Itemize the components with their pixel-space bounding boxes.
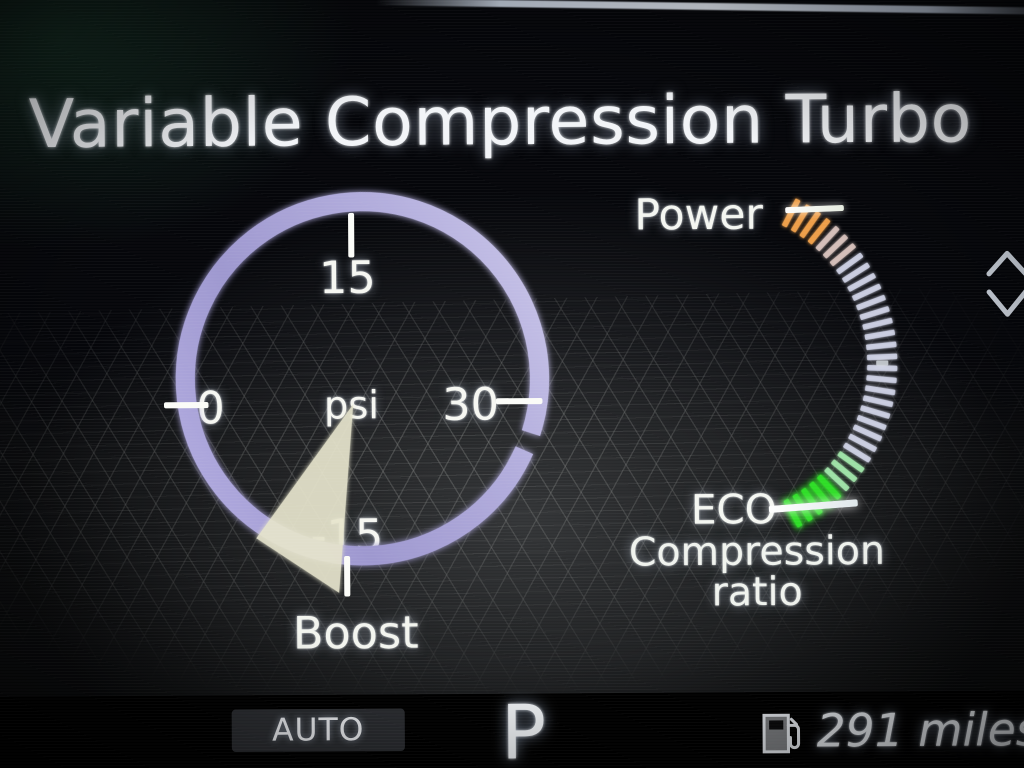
boost-title-label: Boost	[292, 607, 419, 660]
compression-ratio-title: Compression ratio	[620, 528, 894, 616]
compression-segment	[866, 375, 897, 384]
top-trim-divider	[376, 0, 1024, 15]
page-title: Variable Compression Turbo	[28, 79, 973, 164]
compression-label-eco: ECO	[690, 486, 777, 534]
page-navigation-chevrons[interactable]	[981, 243, 1024, 330]
chevron-down-icon[interactable]	[986, 289, 1024, 317]
compression-ratio-title-line2: ratio	[711, 569, 803, 616]
compression-segment	[866, 341, 897, 351]
chevron-up-icon[interactable]	[986, 250, 1024, 277]
compression-label-power: Power	[634, 189, 764, 240]
boost-tick-15	[348, 212, 355, 258]
compression-segment	[866, 353, 898, 361]
boost-tick-minus15	[344, 556, 351, 597]
compression-segment	[862, 395, 894, 408]
boost-tick-30	[495, 397, 543, 405]
fuel-pump-icon	[762, 713, 801, 753]
auto-mode-label: AUTO	[272, 711, 365, 749]
boost-gauge	[155, 192, 552, 610]
compression-mid-tick	[876, 360, 889, 366]
compression-ratio-title-line1: Compression	[628, 528, 886, 576]
auto-mode-badge[interactable]: AUTO	[231, 708, 405, 753]
compression-segment	[864, 385, 896, 396]
fuel-range-text: 291 miles	[816, 702, 1024, 758]
gear-indicator: P	[500, 689, 547, 768]
boost-tick-0	[163, 402, 209, 409]
compression-segment	[864, 329, 896, 340]
compression-segment	[866, 364, 898, 372]
compression-segment	[862, 317, 893, 330]
fuel-range-group: 291 miles	[761, 703, 1024, 758]
